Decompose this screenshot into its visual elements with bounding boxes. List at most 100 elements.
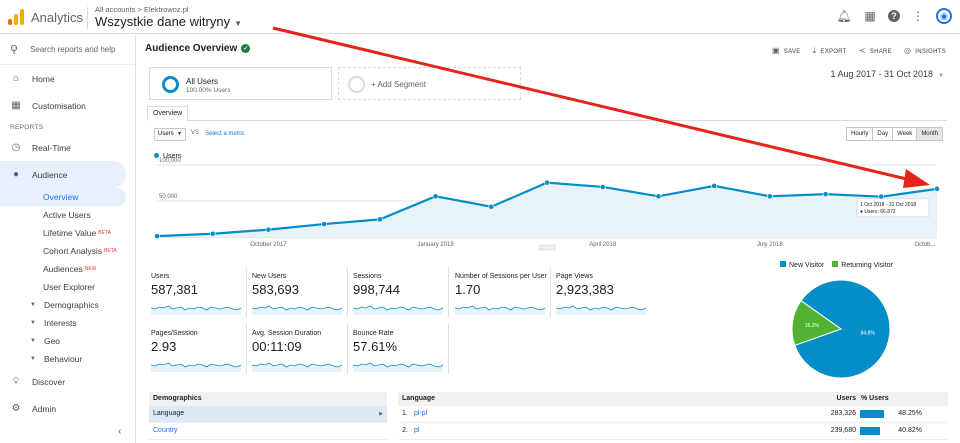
tooltip-value: ● Users: 66,872 xyxy=(860,209,896,215)
help-icon[interactable]: ? xyxy=(888,10,900,22)
legend-returning-visitor[interactable]: Returning Visitor xyxy=(832,261,893,269)
sidebar-item-interests[interactable]: ▼ Interests xyxy=(0,314,135,332)
select-metric-link[interactable]: Select a metric xyxy=(205,131,245,137)
tab-divider xyxy=(147,120,947,121)
scorecard-label: Users xyxy=(151,273,170,280)
sidebar-item-audience[interactable]: ● Audience xyxy=(0,161,126,188)
legend-swatch xyxy=(832,261,839,267)
tab-overview[interactable]: Overview xyxy=(147,106,189,122)
language-link[interactable]: pl-pl xyxy=(414,410,428,417)
scorecard-avg-session-duration[interactable]: Avg. Session Duration 00:11:09 xyxy=(252,324,348,374)
scorecard-pages-per-session[interactable]: Pages/Session 2.93 xyxy=(151,324,247,374)
scorecard-label: Pages/Session xyxy=(151,330,198,337)
sparkline-fill xyxy=(151,306,241,315)
language-link[interactable]: pl xyxy=(414,427,420,434)
apps-grid-icon[interactable]: ▦ xyxy=(864,9,876,23)
add-segment-button[interactable]: + Add Segment xyxy=(338,67,521,100)
scorecard-label: Page Views xyxy=(556,273,593,280)
segment-all-users[interactable]: All Users 100.00% Users xyxy=(149,67,332,100)
demographics-row-language[interactable]: Language ▶ xyxy=(149,406,387,423)
scorecard-page-views[interactable]: Page Views 2,923,383 xyxy=(556,267,652,317)
granularity-month[interactable]: Month xyxy=(916,127,943,141)
search-icon: ⚲ xyxy=(10,44,19,56)
granularity-day[interactable]: Day xyxy=(872,127,894,141)
sidebar-item-label: Geo xyxy=(43,336,61,346)
page-title: Audience Overview xyxy=(145,43,238,54)
chevron-right-icon: ▶ xyxy=(379,411,383,417)
share-button[interactable]: ≺ SHARE xyxy=(859,46,892,56)
sidebar-item-active-users[interactable]: Active Users xyxy=(0,206,135,224)
sidebar-item-lifetime-value[interactable]: Lifetime Value BETA xyxy=(0,224,135,242)
export-button[interactable]: ⤓ EXPORT xyxy=(813,46,847,56)
chevron-down-icon: ▼ xyxy=(234,19,243,28)
sidebar-item-label: Lifetime Value xyxy=(43,228,97,238)
sidebar-item-audiences[interactable]: Audiences NEW xyxy=(0,260,135,278)
scorecard-label: Avg. Session Duration xyxy=(252,330,322,337)
sparkline-line xyxy=(151,305,241,311)
sidebar-item-behaviour[interactable]: ▼ Behaviour xyxy=(0,350,135,368)
sparkline xyxy=(353,362,443,372)
more-vert-icon[interactable]: ⋮ xyxy=(912,9,924,23)
sparkline-line xyxy=(455,305,545,311)
property-name: Wszystkie dane witryny xyxy=(95,14,231,29)
scorecard-sessions[interactable]: Sessions 998,744 xyxy=(353,267,449,317)
sidebar-item-label: Audiences xyxy=(43,264,83,274)
scorecard-sessions-per-user[interactable]: Number of Sessions per User 1.70 xyxy=(455,267,551,317)
analytics-logo-icon[interactable] xyxy=(8,9,24,25)
property-selector[interactable]: Wszystkie dane witryny ▼ xyxy=(95,14,242,29)
metric-select[interactable]: Users ▼ xyxy=(154,128,186,141)
sidebar-item-admin[interactable]: ⚙ Admin xyxy=(0,395,135,422)
sidebar-item-label: Demographics xyxy=(43,300,99,310)
data-point xyxy=(432,193,439,200)
sidebar-item-demographics[interactable]: ▼ Demographics xyxy=(0,296,135,314)
sidebar: ⚲ Search reports and help ⌂ Home ▦ Customi… xyxy=(0,35,136,443)
top-bar: Analytics All accounts > Elektrowoz.pl W… xyxy=(0,0,960,34)
sidebar-item-customisation[interactable]: ▦ Customisation xyxy=(0,92,135,119)
search-reports[interactable]: ⚲ Search reports and help xyxy=(0,35,135,65)
column-header-pct: % Users xyxy=(861,395,889,402)
save-icon: ▣ xyxy=(771,46,780,55)
chevron-down-icon: ▼ xyxy=(177,131,182,137)
sidebar-item-discover[interactable]: 💡︎ Discover xyxy=(0,368,135,395)
sidebar-item-home[interactable]: ⌂ Home xyxy=(0,65,135,92)
column-header-users: Users xyxy=(836,395,856,402)
insights-button[interactable]: ◎ INSIGHTS xyxy=(904,46,946,56)
data-point xyxy=(376,216,383,223)
pie-legend: New Visitor Returning Visitor xyxy=(780,261,893,269)
save-button[interactable]: ▣ SAVE xyxy=(772,46,801,56)
date-range-picker[interactable]: 1 Aug 2017 - 31 Oct 2018 ▼ xyxy=(830,69,944,79)
scorecard-users[interactable]: Users 587,381 xyxy=(151,267,247,317)
pie-slice-label: 15.2% xyxy=(805,323,820,329)
sidebar-item-overview[interactable]: Overview xyxy=(0,188,126,206)
sidebar-item-user-explorer[interactable]: User Explorer xyxy=(0,278,135,296)
account-avatar-icon[interactable]: ◉ xyxy=(936,8,952,24)
beta-badge: BETA xyxy=(104,248,117,254)
granularity-hourly[interactable]: Hourly xyxy=(846,127,874,141)
sparkline-fill xyxy=(252,363,342,372)
demographics-table: Demographics Language ▶ Country xyxy=(149,392,387,440)
granularity-week[interactable]: Week xyxy=(892,127,918,141)
scorecard-new-users[interactable]: New Users 583,693 xyxy=(252,267,348,317)
pct-bar xyxy=(860,410,884,418)
data-point xyxy=(599,184,606,190)
pct-value: 48.25% xyxy=(898,410,922,417)
sidebar-item-realtime[interactable]: ◷ Real-Time xyxy=(0,134,135,161)
breadcrumb[interactable]: All accounts > Elektrowoz.pl xyxy=(95,5,189,14)
export-icon: ⤓ xyxy=(812,46,817,55)
legend-swatch xyxy=(780,261,786,267)
demographics-row-country[interactable]: Country xyxy=(149,423,387,440)
data-point xyxy=(711,182,718,189)
series-dot-icon xyxy=(154,153,159,158)
scorecard-bounce-rate[interactable]: Bounce Rate 57.61% xyxy=(353,324,449,374)
y-tick-label: 100,000 xyxy=(159,158,181,164)
legend-new-visitor[interactable]: New Visitor xyxy=(780,261,824,269)
bell-icon[interactable]: 🔔︎ xyxy=(836,9,852,23)
collapse-sidebar-icon[interactable]: ‹ xyxy=(118,426,122,437)
table-row: 2. pl 239,680 40.82% xyxy=(398,423,948,440)
pie-slice-label: 84.8% xyxy=(861,331,876,337)
sidebar-item-geo[interactable]: ▼ Geo xyxy=(0,332,135,350)
x-tick-label: April 2018 xyxy=(589,242,617,248)
data-point xyxy=(878,193,885,200)
sidebar-item-cohort-analysis[interactable]: Cohort Analysis BETA xyxy=(0,242,135,260)
data-point xyxy=(934,185,940,192)
